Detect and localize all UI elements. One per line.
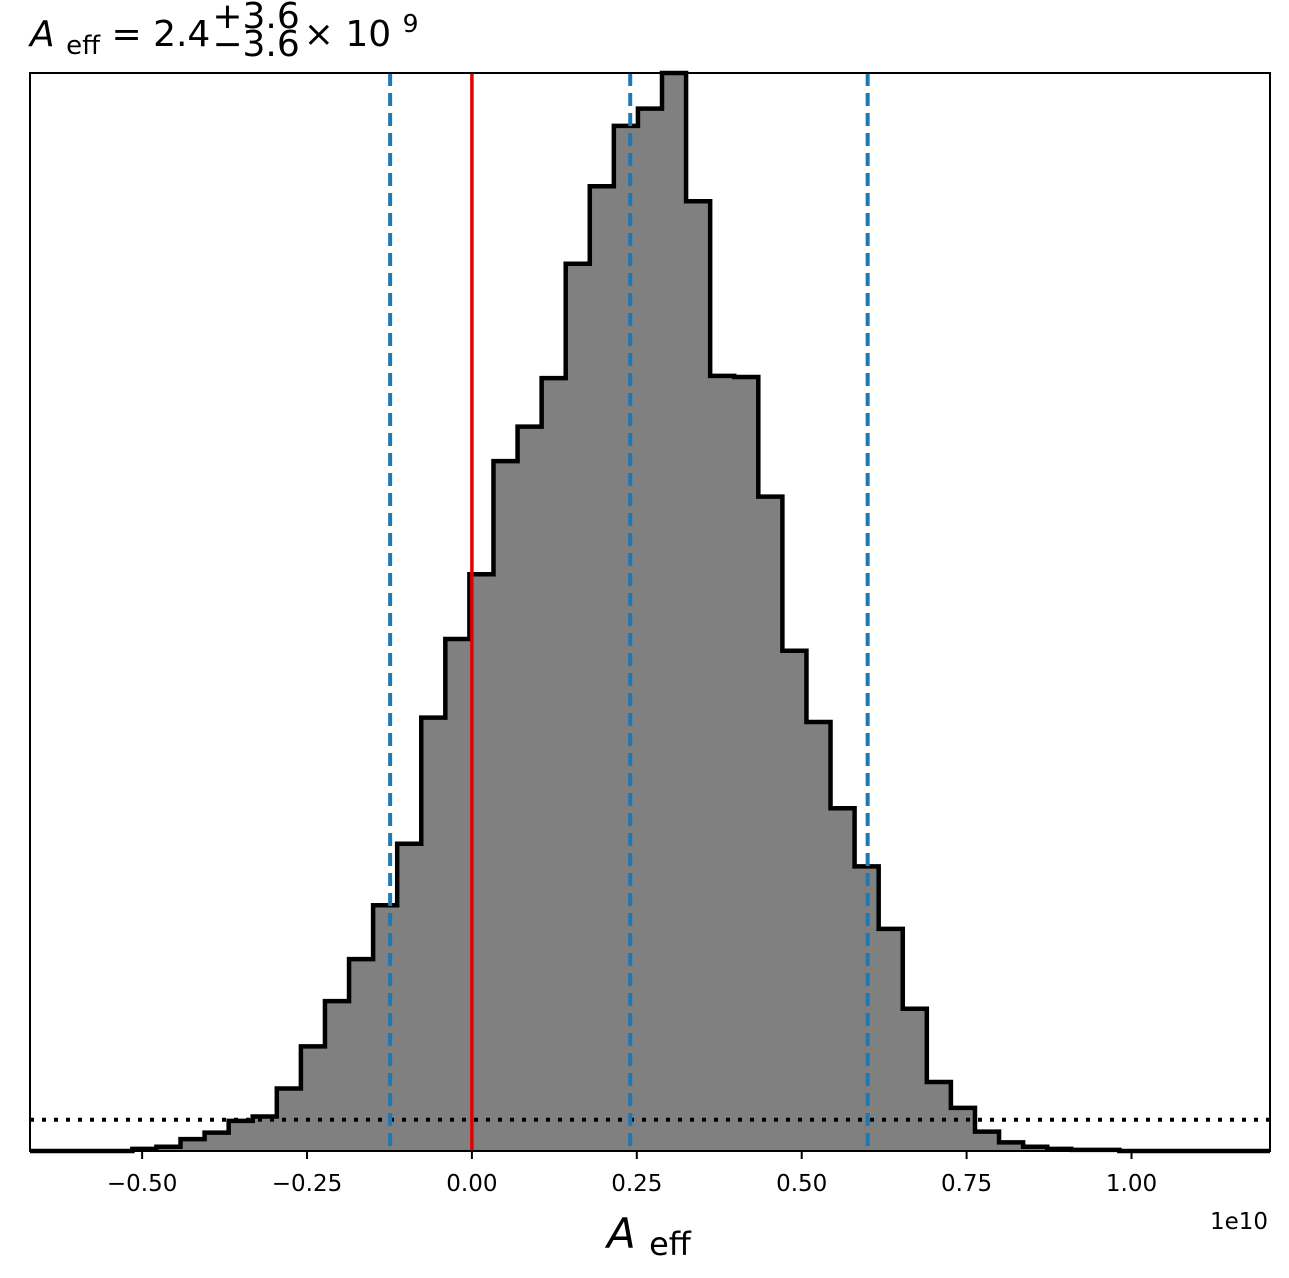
histogram-bar [758, 496, 783, 1151]
histogram-bar [686, 201, 711, 1152]
title-exponent: 9 [403, 9, 419, 38]
title-median: = 2.4 [111, 14, 210, 55]
histogram-bar [662, 73, 687, 1151]
histogram-bar [397, 843, 422, 1151]
x-tick-label: 0.75 [941, 1171, 992, 1197]
title-upper-error: +3.6 [212, 0, 299, 37]
histogram-bar [493, 461, 519, 1152]
histogram-bar [926, 1082, 952, 1151]
title-symbol-subscript: eff [66, 31, 101, 61]
x-axis-ticks: −0.50 −0.25 0.00 0.25 0.50 0.75 1.00 [107, 1151, 1157, 1197]
histogram-bar [878, 928, 904, 1151]
histogram-bar [710, 375, 735, 1152]
histogram-bar [349, 959, 374, 1151]
histogram-bar [565, 263, 591, 1151]
histogram-bar [589, 186, 615, 1151]
histogram-bar [324, 1001, 350, 1151]
x-axis-offset-label: 1e10 [1210, 1209, 1268, 1235]
x-tick-label: 0.25 [611, 1171, 662, 1197]
histogram-bar [950, 1107, 976, 1151]
histogram-bar [180, 1139, 206, 1151]
title-lower-error: −3.6 [212, 24, 299, 65]
x-axis-label-subscript: eff [649, 1225, 692, 1263]
chart-title: A eff = 2.4 [28, 14, 210, 63]
histogram-bar [999, 1142, 1024, 1151]
histogram-bar [613, 125, 639, 1151]
histogram-bar [854, 866, 880, 1151]
histogram-bar [782, 650, 807, 1151]
x-axis-label: A eff [604, 1209, 692, 1263]
histogram-bar [637, 108, 663, 1152]
histogram-bar [373, 905, 398, 1151]
histogram-bar [806, 721, 832, 1151]
title-scale: × 10 9 [304, 9, 419, 55]
title-symbol: A [28, 14, 55, 55]
x-tick-label: −0.50 [107, 1171, 177, 1197]
x-tick-label: 1.00 [1106, 1171, 1157, 1197]
histogram-outline [30, 70, 1270, 1154]
histogram-bar [300, 1046, 326, 1151]
histogram-bar [541, 378, 567, 1152]
histogram-bar [204, 1132, 230, 1151]
histogram-bar [445, 638, 470, 1151]
histogram-bar [974, 1131, 1000, 1151]
histogram-bar [421, 717, 446, 1151]
x-tick-label: −0.25 [272, 1171, 342, 1197]
histogram-bars [132, 73, 1120, 1152]
histogram-bar [228, 1120, 254, 1151]
x-tick-label: 0.50 [776, 1171, 827, 1197]
x-axis-label-symbol: A [604, 1209, 636, 1258]
histogram-bar [734, 376, 759, 1152]
title-times: × 10 [304, 14, 391, 55]
histogram-bar [517, 426, 543, 1152]
histogram-bar [252, 1116, 278, 1151]
histogram-bar [902, 1008, 928, 1151]
x-tick-label: 0.00 [446, 1171, 497, 1197]
histogram-bar [830, 808, 856, 1151]
axes-frame [29, 72, 1271, 1152]
